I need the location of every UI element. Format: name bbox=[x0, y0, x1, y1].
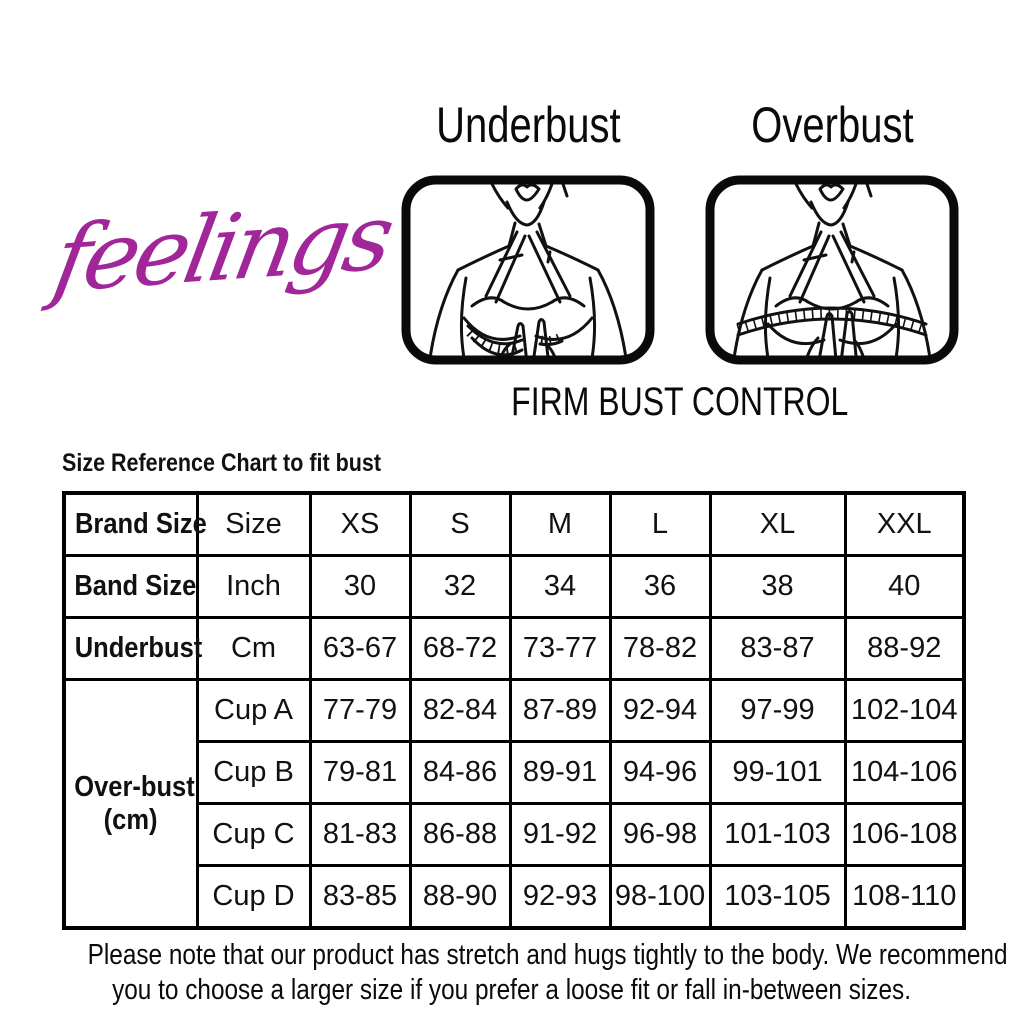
unit-cell: Size bbox=[195, 491, 312, 557]
unit-cell: Cup D bbox=[195, 864, 312, 930]
unit-cell: Cm bbox=[195, 616, 312, 681]
overbust-title: Overbust bbox=[750, 97, 914, 153]
value-cell: 92-93 bbox=[508, 864, 612, 930]
value-cell: 87-89 bbox=[508, 678, 612, 743]
value-cell: 99-101 bbox=[708, 740, 847, 805]
size-chart-heading: Size Reference Chart to fit bust bbox=[62, 449, 381, 477]
row-header-cell: Underbust bbox=[62, 616, 202, 681]
brand-logo-text: feelings bbox=[46, 183, 398, 313]
footer-line-1: Please note that our product has stretch… bbox=[87, 939, 1008, 971]
value-cell: 81-83 bbox=[308, 802, 412, 867]
value-cell: S bbox=[408, 491, 512, 557]
unit-cell: Cup C bbox=[195, 802, 312, 867]
firm-bust-control-caption: FIRM BUST CONTROL bbox=[511, 380, 849, 424]
table-row-underbust: Underbust Cm 63-67 68-72 73-77 78-82 83-… bbox=[62, 616, 966, 681]
value-cell: 106-108 bbox=[843, 802, 966, 867]
underbust-title: Underbust bbox=[435, 97, 621, 153]
value-cell: 103-105 bbox=[708, 864, 847, 930]
value-cell: 86-88 bbox=[408, 802, 512, 867]
value-cell: XXL bbox=[843, 491, 966, 557]
underbust-illustration bbox=[399, 174, 657, 366]
value-cell: 68-72 bbox=[408, 616, 512, 681]
table-row-cup-b: Cup B 79-81 84-86 89-91 94-96 99-101 104… bbox=[64, 740, 966, 805]
size-chart-table: Brand Size Size XS S M L XL XXL Band Siz… bbox=[62, 491, 966, 930]
table-row-brand-size: Brand Size Size XS S M L XL XXL bbox=[62, 491, 966, 557]
value-cell: 73-77 bbox=[508, 616, 612, 681]
table-row-band-size: Band Size Inch 30 32 34 36 38 40 bbox=[62, 554, 966, 619]
footer-line-2: you to choose a larger size if you prefe… bbox=[112, 974, 912, 1006]
value-cell: 79-81 bbox=[308, 740, 412, 805]
value-cell: 36 bbox=[608, 554, 712, 619]
value-cell: 96-98 bbox=[608, 802, 712, 867]
row-header-cell: Band Size bbox=[62, 554, 199, 619]
value-cell: 84-86 bbox=[408, 740, 512, 805]
value-cell: 32 bbox=[408, 554, 512, 619]
footer-note: Please note that our product has stretch… bbox=[0, 938, 1024, 1008]
value-cell: 98-100 bbox=[608, 864, 712, 930]
value-cell: 92-94 bbox=[608, 678, 712, 743]
value-cell: 108-110 bbox=[843, 864, 966, 930]
overbust-illustration bbox=[703, 174, 961, 366]
brand-logo: feelings bbox=[46, 148, 397, 348]
value-cell: M bbox=[508, 491, 612, 557]
row-header-cell: Brand Size bbox=[62, 491, 207, 557]
value-cell: 77-79 bbox=[308, 678, 412, 743]
table-row-cup-a: Over-bust (cm) Cup A 77-79 82-84 87-89 9… bbox=[62, 678, 966, 930]
value-cell: 40 bbox=[843, 554, 966, 619]
overbust-measure-icon bbox=[705, 175, 959, 365]
value-cell: 78-82 bbox=[608, 616, 712, 681]
value-cell: 63-67 bbox=[308, 616, 412, 681]
unit-cell: Cup A bbox=[195, 678, 312, 743]
value-cell: 89-91 bbox=[508, 740, 612, 805]
value-cell: 91-92 bbox=[508, 802, 612, 867]
unit-cell: Inch bbox=[195, 554, 312, 619]
value-cell: 104-106 bbox=[843, 740, 966, 805]
value-cell: 83-85 bbox=[308, 864, 412, 930]
value-cell: 82-84 bbox=[408, 678, 512, 743]
value-cell: 88-92 bbox=[843, 616, 966, 681]
value-cell: 38 bbox=[708, 554, 847, 619]
underbust-measure-icon bbox=[401, 175, 655, 365]
unit-cell: Cup B bbox=[195, 740, 312, 805]
value-cell: 94-96 bbox=[608, 740, 712, 805]
value-cell: XS bbox=[308, 491, 412, 557]
value-cell: 34 bbox=[508, 554, 612, 619]
value-cell: L bbox=[608, 491, 712, 557]
row-header-cell-overbust: Over-bust (cm) bbox=[62, 678, 199, 930]
value-cell: 83-87 bbox=[708, 616, 847, 681]
value-cell: 97-99 bbox=[708, 678, 847, 743]
value-cell: XL bbox=[708, 491, 847, 557]
value-cell: 101-103 bbox=[708, 802, 847, 867]
table-row-cup-c: Cup C 81-83 86-88 91-92 96-98 101-103 10… bbox=[64, 802, 966, 867]
table-row-cup-d: Cup D 83-85 88-90 92-93 98-100 103-105 1… bbox=[64, 864, 966, 930]
value-cell: 88-90 bbox=[408, 864, 512, 930]
value-cell: 102-104 bbox=[843, 678, 966, 743]
value-cell: 30 bbox=[308, 554, 412, 619]
